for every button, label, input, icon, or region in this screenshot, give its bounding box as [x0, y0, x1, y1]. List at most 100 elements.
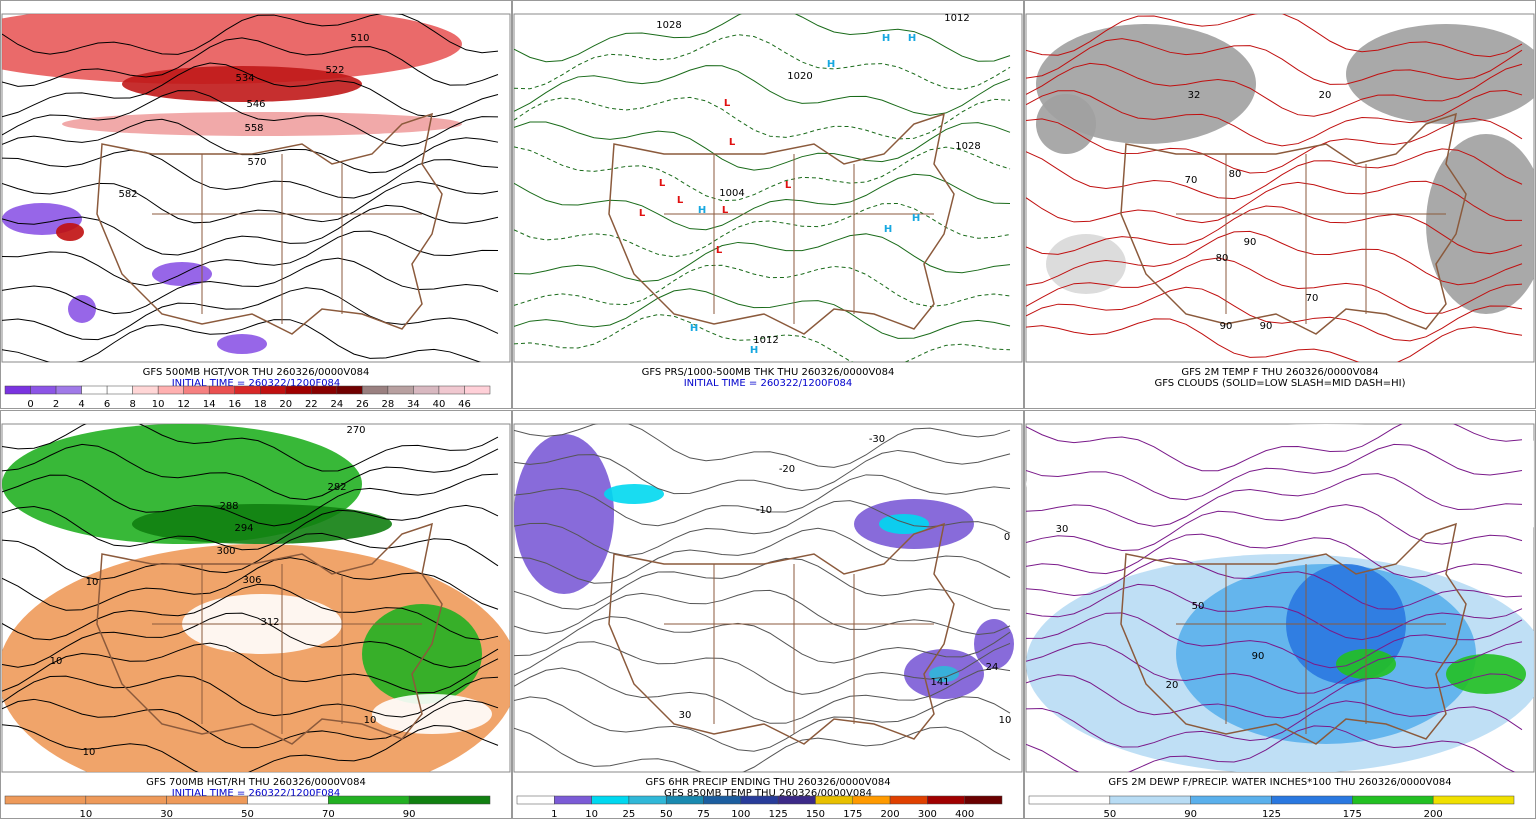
panel: 270 282 288 294 300 306 312 10 10 10 10 GFS 700MB H… [0, 410, 512, 819]
contour-line [2, 37, 499, 87]
shaded-area [217, 334, 267, 354]
contour-line [2, 14, 499, 55]
contour-label: H [882, 33, 890, 44]
coastline [96, 112, 443, 335]
colorbar-label: 24 [330, 399, 343, 410]
colorbar-swatch [740, 795, 779, 805]
contour-line [514, 233, 1011, 283]
colorbar-label: 150 [806, 809, 825, 819]
colorbar-swatch [4, 385, 31, 395]
colorbar-label: 18 [254, 399, 267, 410]
contour-label: 141 [930, 677, 949, 688]
contour-label: 90 [1252, 651, 1265, 662]
shaded-area [1346, 24, 1534, 124]
shaded-area [68, 295, 96, 323]
contour-line [1026, 14, 1523, 58]
contour-label: 50 [1192, 601, 1205, 612]
panel: 32 20 70 80 90 80 70 90 90 GFS 2M TEMP F THU 2603… [1024, 0, 1536, 409]
contour-label: 10 [86, 577, 99, 588]
colorbar-swatch [157, 385, 184, 395]
contour-label: 1012 [753, 335, 778, 346]
shaded-area [604, 484, 664, 504]
contour-line [1026, 725, 1516, 772]
contour-label: 534 [235, 73, 254, 84]
contour-label: H [827, 59, 835, 70]
contour-line [514, 314, 1011, 362]
map-layer: 510 522 534 546 558 570 582 [2, 14, 499, 362]
contour-line [1026, 557, 1523, 610]
contour-line [1026, 62, 1523, 117]
contour-label: -30 [869, 434, 885, 445]
contour-label: 10 [999, 715, 1012, 726]
colorbar-swatch [408, 795, 491, 805]
contour-line [514, 173, 1011, 231]
colorbar-label: 6 [104, 399, 110, 410]
contour-label: H [698, 205, 706, 216]
caption: GFS 2M TEMP F THU 260326/0000V084 [1181, 367, 1378, 378]
colorbar-swatch [438, 385, 465, 395]
contour-label: 300 [216, 546, 235, 557]
colorbar-label: 50 [660, 809, 673, 819]
colorbar-label: 90 [1184, 809, 1197, 819]
caption: INITIAL TIME = 260322/1200F084 [172, 378, 341, 389]
shaded-area [122, 66, 362, 102]
shaded-area [62, 112, 462, 136]
contour-line [1026, 318, 1523, 362]
colorbar-swatch [387, 385, 414, 395]
panel: 30 50 90 20 GFS 2M DEWP F/PRECIP. WATER INCH… [1024, 410, 1536, 819]
contour-label: 70 [1306, 293, 1319, 304]
map-layer: -30 -20 -10 0 30 24 141 10 [514, 424, 1014, 772]
colorbar-label: 200 [1424, 809, 1443, 819]
colorbar-swatch [703, 795, 742, 805]
colorbar-swatch [311, 385, 338, 395]
contour-label: L [659, 178, 666, 189]
caption: GFS CLOUDS (SOLID=LOW SLASH=MID DASH=HI) [1154, 378, 1405, 389]
panel: 510 522 534 546 558 570 582 GFS 500MB HGT/VOR T… [0, 0, 512, 410]
colorbar-swatch [927, 795, 965, 805]
colorbar-label: 90 [403, 809, 416, 819]
colorbar-label: 0 [27, 399, 33, 410]
colorbar-swatch [1028, 795, 1111, 805]
contour-line [1026, 641, 1523, 694]
colorbar-swatch [852, 795, 891, 805]
colorbar-swatch [285, 385, 312, 395]
colorbar-label: 50 [1103, 809, 1116, 819]
colorbar-swatch [554, 795, 592, 805]
colorbar-swatch [1271, 795, 1353, 805]
colorbar-label: 200 [881, 809, 900, 819]
colorbar-label: 25 [623, 809, 636, 819]
contour-line [514, 424, 1011, 468]
coastline [96, 522, 443, 745]
contour-label: 312 [260, 617, 279, 628]
contour-line [2, 473, 499, 527]
contour-line [2, 62, 499, 118]
caption: INITIAL TIME = 260322/1200F084 [172, 788, 341, 799]
contour-label: 522 [325, 65, 344, 76]
contour-line [1026, 473, 1523, 527]
contour-label: 20 [1166, 680, 1179, 691]
colorbar-swatch [516, 795, 555, 805]
caption: GFS 500MB HGT/VOR THU 260326/0000V084 [143, 367, 370, 378]
contour-line [1026, 533, 1523, 578]
colorbar-swatch [1352, 795, 1434, 805]
contour-label: -10 [756, 505, 772, 516]
caption: GFS 6HR PRECIP ENDING THU 260326/0000V08… [645, 777, 890, 788]
colorbar-label: 125 [769, 809, 788, 819]
contour-label: L [722, 205, 729, 216]
contour-label: 510 [350, 33, 369, 44]
contour-line [2, 149, 499, 199]
panel-border [0, 0, 512, 409]
contour-line [2, 724, 499, 772]
colorbar-swatch [4, 795, 87, 805]
colorbar-label: 10 [585, 809, 598, 819]
colorbar-swatch [777, 795, 816, 805]
contour-label: 1004 [719, 188, 744, 199]
contour-label: H [690, 323, 698, 334]
contour-line [2, 675, 499, 718]
colorbar-swatch [1432, 795, 1515, 805]
contour-line [1026, 443, 1523, 501]
colorbar-swatch [362, 385, 389, 395]
contour-line [514, 65, 1011, 116]
contour-line [2, 180, 499, 224]
contour-line [2, 90, 499, 147]
